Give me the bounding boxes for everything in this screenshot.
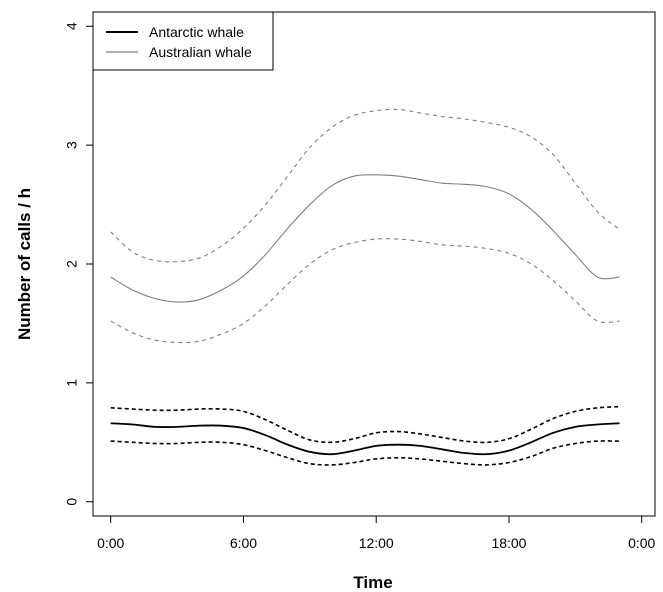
- y-tick-label: 2: [64, 260, 80, 268]
- y-tick-label: 3: [64, 141, 80, 149]
- y-tick-label: 4: [64, 22, 80, 30]
- plot-border: [92, 11, 656, 517]
- series-line-australian-whale-upper-ci: [110, 108, 620, 263]
- x-tick-label: 0:00: [97, 535, 124, 551]
- series-lines: [110, 108, 620, 466]
- series-line-antarctic-whale: [110, 422, 620, 456]
- series-line-australian-whale-lower-ci: [110, 238, 620, 344]
- y-axis: 0 1 2 3 4: [64, 22, 93, 506]
- legend-label-australian: Australian whale: [149, 44, 252, 60]
- y-tick-label: 1: [64, 379, 80, 387]
- y-tick-label: 0: [64, 498, 80, 506]
- legend: Antarctic whale Australian whale: [92, 11, 274, 71]
- x-tick-label: 0:00: [628, 535, 655, 551]
- legend-box: [92, 11, 274, 71]
- series-line-australian-whale: [110, 174, 620, 303]
- x-axis-title: Time: [353, 573, 392, 592]
- x-axis: 0:00 6:00 12:00 18:00 0:00: [97, 516, 656, 551]
- x-tick-label: 18:00: [491, 535, 526, 551]
- x-tick-label: 6:00: [230, 535, 257, 551]
- y-axis-title: Number of calls / h: [15, 188, 34, 340]
- series-line-antarctic-whale-lower-ci: [110, 440, 620, 466]
- series-line-antarctic-whale-upper-ci: [110, 405, 620, 444]
- x-tick-label: 12:00: [359, 535, 394, 551]
- plot-area: [92, 11, 656, 517]
- legend-label-antarctic: Antarctic whale: [149, 24, 244, 40]
